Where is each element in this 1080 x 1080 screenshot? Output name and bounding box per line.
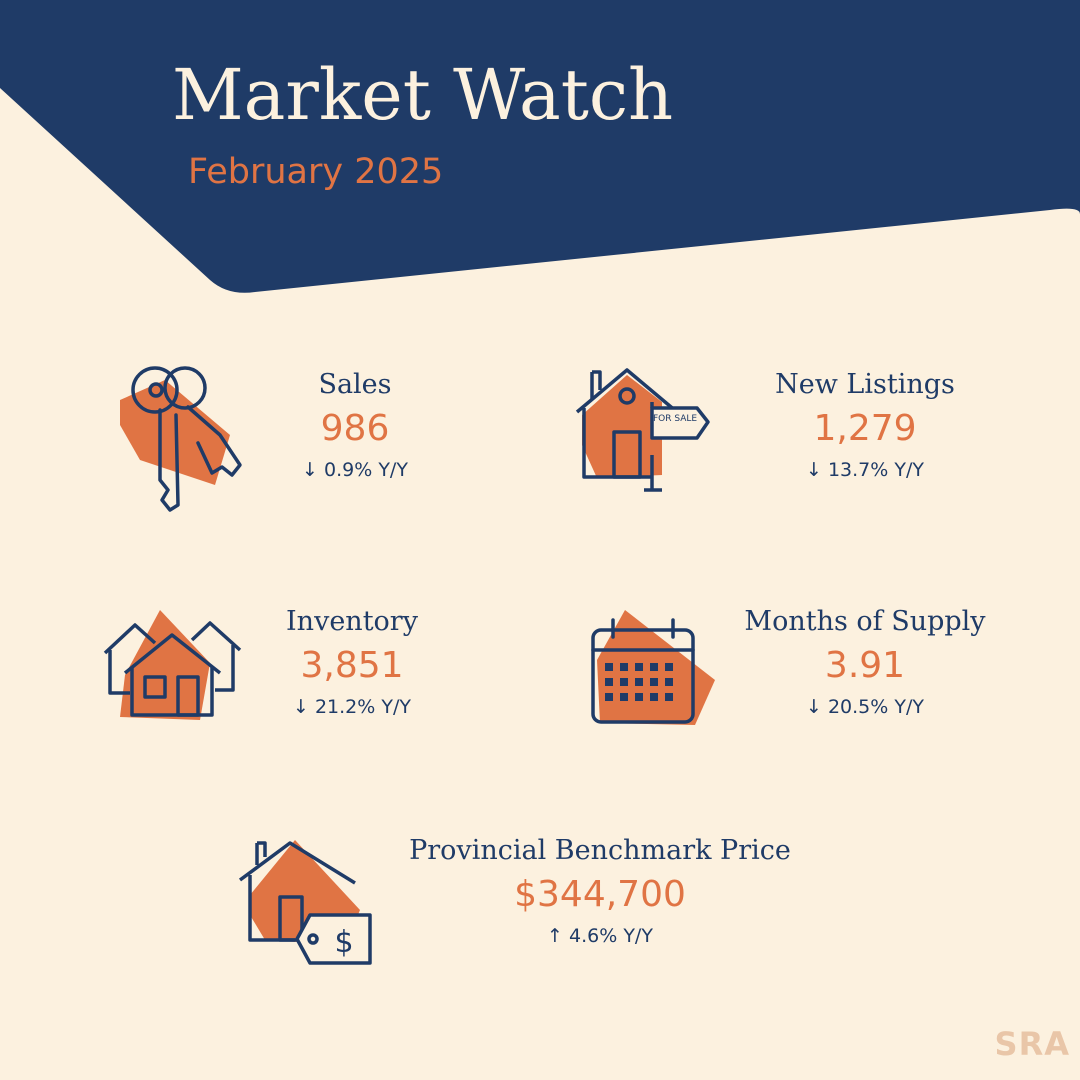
house-price-tag-icon: $ xyxy=(238,840,372,965)
months-of-supply-stat: Months of Supply 3.91 ↓ 20.5% Y/Y xyxy=(730,604,1000,722)
new-listings-label: New Listings xyxy=(775,369,955,400)
header-banner xyxy=(0,0,1080,293)
new-listings-change: ↓ 13.7% Y/Y xyxy=(806,459,924,481)
page-subtitle: February 2025 xyxy=(188,152,444,192)
inventory-label: Inventory xyxy=(286,606,418,637)
months-of-supply-value: 3.91 xyxy=(824,645,906,686)
benchmark-price-stat: Provincial Benchmark Price $344,700 ↑ 4.… xyxy=(380,833,820,951)
benchmark-price-change: ↑ 4.6% Y/Y xyxy=(547,925,653,947)
svg-text:$: $ xyxy=(334,925,353,960)
benchmark-price-value: $344,700 xyxy=(514,874,686,915)
sales-value: 986 xyxy=(320,408,390,449)
new-listings-stat: New Listings 1,279 ↓ 13.7% Y/Y xyxy=(745,367,985,485)
benchmark-price-label: Provincial Benchmark Price xyxy=(409,835,791,866)
calendar-icon xyxy=(591,610,715,725)
for-sale-house-icon: FOR SALE xyxy=(575,368,710,492)
sales-change: ↓ 0.9% Y/Y xyxy=(302,459,408,481)
sales-label: Sales xyxy=(318,369,392,400)
sales-stat: Sales 986 ↓ 0.9% Y/Y xyxy=(255,367,455,485)
inventory-change: ↓ 21.2% Y/Y xyxy=(293,696,411,718)
months-of-supply-label: Months of Supply xyxy=(744,606,986,637)
inventory-value: 3,851 xyxy=(300,645,404,686)
months-of-supply-change: ↓ 20.5% Y/Y xyxy=(806,696,924,718)
for-sale-sign-text: FOR SALE xyxy=(653,414,697,424)
page-title: Market Watch xyxy=(172,54,674,136)
new-listings-value: 1,279 xyxy=(813,408,917,449)
house-keys-icon xyxy=(120,366,242,512)
inventory-stat: Inventory 3,851 ↓ 21.2% Y/Y xyxy=(252,604,452,722)
houses-icon xyxy=(103,610,242,720)
sra-logo: SRA xyxy=(994,1025,1070,1063)
